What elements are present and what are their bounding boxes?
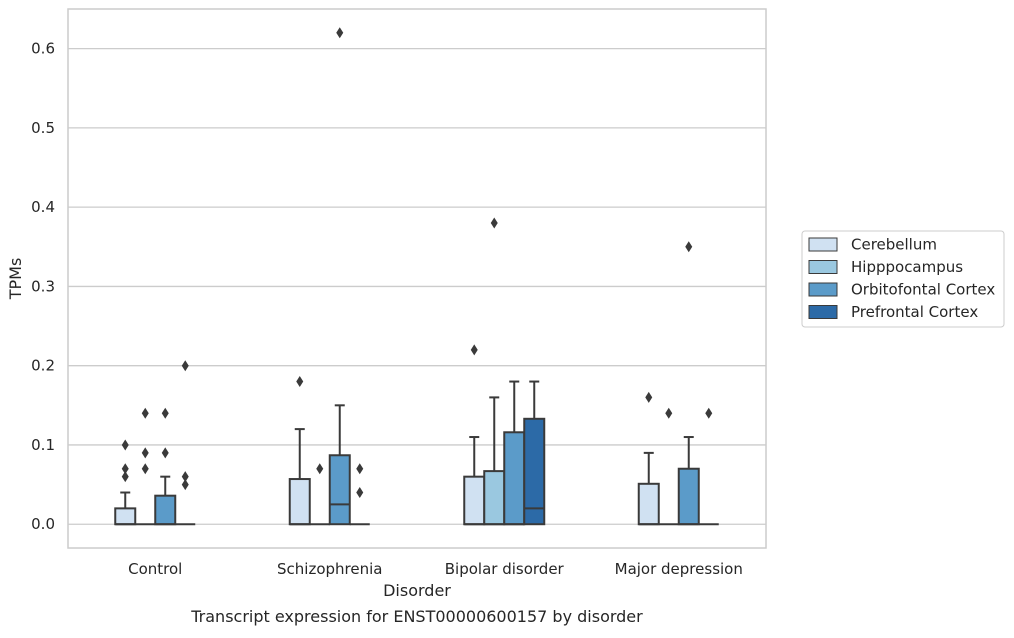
legend-frame (801, 230, 1005, 328)
legend-label: Orbitofontal Cortex (851, 281, 995, 299)
box-group (463, 344, 486, 526)
box-group (698, 407, 719, 526)
plot-frame (67, 8, 767, 549)
y-tick-label: 0.3 (31, 277, 55, 295)
box-body (523, 417, 546, 526)
x-tick-label: Control (128, 560, 182, 578)
box-group (175, 360, 196, 526)
legend-swatch (808, 237, 838, 252)
box-group (483, 217, 506, 526)
legend-swatch (808, 305, 838, 319)
outlier-point (181, 479, 189, 491)
box-group (523, 380, 546, 526)
x-tick-label: Schizophrenia (277, 560, 382, 578)
x-axis-ticks: Control Schizophrenia Bipolar disorder Majo… (128, 560, 743, 578)
boxes (114, 27, 719, 526)
y-tick-label: 0.4 (31, 198, 55, 216)
box-body (288, 478, 311, 526)
box-body (463, 475, 486, 526)
outlier-point (685, 241, 693, 253)
y-tick-label: 0.2 (31, 357, 55, 375)
outlier-point (141, 447, 149, 459)
box-group (135, 407, 156, 526)
box-body (503, 431, 526, 526)
box-body (483, 470, 506, 526)
outlier-point (470, 344, 478, 356)
outlier-point (336, 27, 344, 39)
box-body (328, 454, 351, 526)
legend-swatch (808, 260, 838, 274)
outlier-point (181, 360, 189, 372)
chart-caption: Transcript expression for ENST0000060015… (190, 607, 643, 626)
outlier-point (645, 391, 653, 403)
x-axis-label: Disorder (383, 581, 451, 600)
x-tick-label: Major depression (615, 560, 743, 578)
outlier-point (665, 407, 673, 419)
outlier-point (296, 376, 304, 388)
outlier-point (705, 407, 713, 419)
x-tick-label: Bipolar disorder (445, 560, 565, 578)
outlier-point (121, 471, 129, 483)
box-body (154, 494, 177, 526)
y-tick-label: 0.1 (31, 436, 55, 454)
grid-lines (68, 47, 766, 525)
outlier-point (141, 407, 149, 419)
legend-swatch (808, 282, 838, 297)
outlier-point (181, 471, 189, 483)
outlier-point (356, 487, 364, 499)
box-body (114, 507, 137, 526)
box-group (349, 463, 370, 526)
box-group (328, 27, 351, 526)
y-axis-ticks: 0.0 0.1 0.2 0.3 0.4 0.5 0.6 (31, 40, 55, 534)
y-tick-label: 0.6 (31, 40, 55, 58)
outlier-point (121, 463, 129, 475)
legend: Cerebellum Hipppocampus Orbitofontal Corte… (801, 230, 1005, 328)
legend-label: Prefrontal Cortex (851, 303, 978, 321)
outlier-point (490, 217, 498, 229)
box-group (288, 376, 311, 526)
box-group (677, 241, 700, 526)
box-body (677, 467, 700, 526)
box-group (114, 439, 137, 526)
box-group (503, 380, 526, 526)
outlier-point (141, 463, 149, 475)
box-body (637, 482, 660, 526)
outlier-point (356, 463, 364, 475)
y-tick-label: 0.0 (31, 515, 55, 533)
outlier-point (121, 439, 129, 451)
box-group (154, 407, 177, 526)
box-group (637, 391, 660, 526)
box-group (658, 407, 679, 526)
y-axis-label: TPMs (6, 258, 25, 301)
y-tick-label: 0.5 (31, 119, 55, 137)
legend-label: Cerebellum (851, 236, 937, 254)
legend-label: Hipppocampus (851, 258, 963, 276)
outlier-point (316, 463, 324, 475)
outlier-point (161, 447, 169, 459)
box-group (309, 463, 330, 526)
outlier-point (161, 407, 169, 419)
